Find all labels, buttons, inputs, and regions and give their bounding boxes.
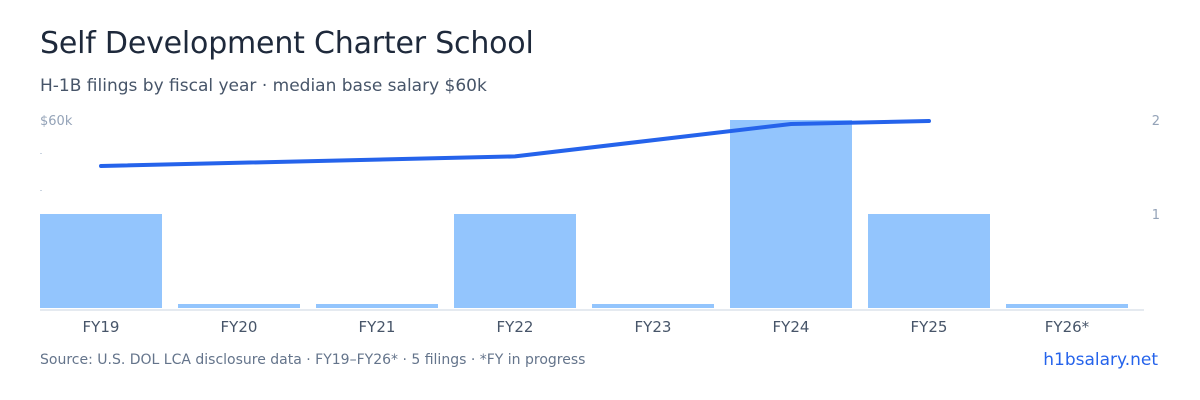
bar-fy20 xyxy=(178,304,300,308)
bar-fy23 xyxy=(592,304,714,308)
bar-fy19 xyxy=(40,214,162,308)
right-axis-tick-label: 1 xyxy=(1152,208,1160,223)
bar-fy21 xyxy=(316,304,438,308)
x-tick-label: FY21 xyxy=(359,318,396,336)
x-tick-label: FY24 xyxy=(773,318,810,336)
right-axis-ticks: 12 xyxy=(1152,114,1160,223)
left-axis-top-label: $60k xyxy=(40,114,73,129)
chart-subtitle: H-1B filings by fiscal year · median bas… xyxy=(40,76,487,96)
left-axis-ticks xyxy=(40,153,42,191)
x-tick-label: FY23 xyxy=(635,318,672,336)
bars xyxy=(40,120,1128,308)
brand-link[interactable]: h1bsalary.net xyxy=(1043,350,1158,370)
bar-fy25 xyxy=(868,214,990,308)
x-tick-label: FY25 xyxy=(911,318,948,336)
bar-fy26 xyxy=(1006,304,1128,308)
x-tick-label: FY22 xyxy=(497,318,534,336)
x-tick-label: FY20 xyxy=(221,318,258,336)
x-axis-labels: FY19 FY20 FY21 FY22 FY23 FY24 FY25 FY26* xyxy=(83,318,1090,336)
bar-fy24 xyxy=(730,120,852,308)
left-axis-tick-mark xyxy=(40,190,42,191)
x-tick-label: FY26* xyxy=(1045,318,1090,336)
x-tick-label: FY19 xyxy=(83,318,120,336)
source-note: Source: U.S. DOL LCA disclosure data · F… xyxy=(40,352,586,368)
right-axis-tick-label: 2 xyxy=(1152,114,1160,129)
salary-line xyxy=(99,119,931,168)
bar-fy22 xyxy=(454,214,576,308)
chart-title: Self Development Charter School xyxy=(40,26,534,61)
left-axis-tick-mark xyxy=(40,153,42,154)
